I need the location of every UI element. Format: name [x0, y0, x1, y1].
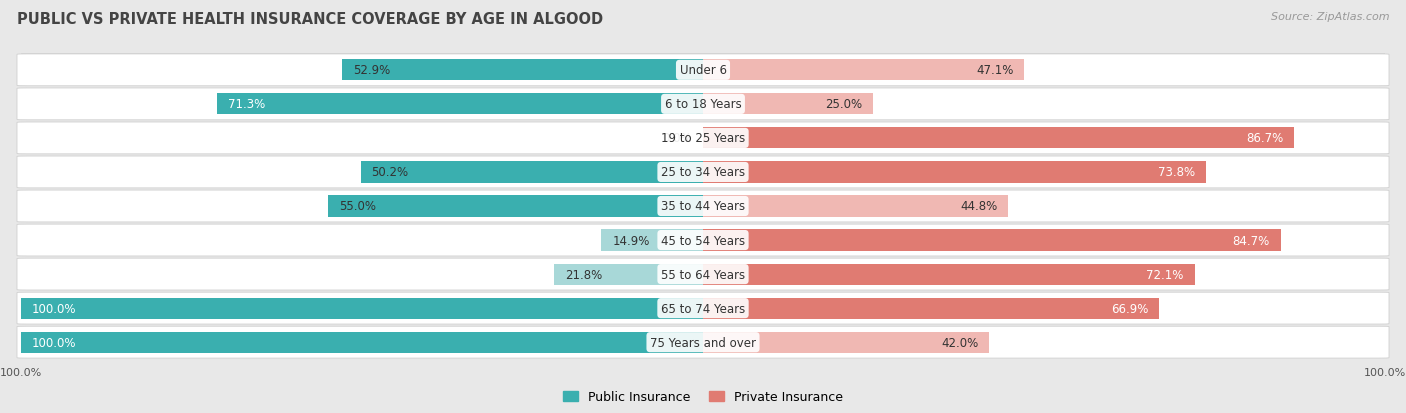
- Bar: [21, 298, 703, 319]
- Bar: [703, 196, 1008, 217]
- FancyBboxPatch shape: [17, 191, 1389, 222]
- Bar: [703, 162, 1206, 183]
- Text: 21.8%: 21.8%: [565, 268, 603, 281]
- FancyBboxPatch shape: [17, 326, 1389, 358]
- Text: 86.7%: 86.7%: [1246, 132, 1284, 145]
- Text: Under 6: Under 6: [679, 64, 727, 77]
- Text: PUBLIC VS PRIVATE HEALTH INSURANCE COVERAGE BY AGE IN ALGOOD: PUBLIC VS PRIVATE HEALTH INSURANCE COVER…: [17, 12, 603, 27]
- Text: 14.9%: 14.9%: [612, 234, 650, 247]
- Bar: [703, 94, 873, 115]
- Text: 50.2%: 50.2%: [371, 166, 409, 179]
- Text: 72.1%: 72.1%: [1146, 268, 1184, 281]
- Text: 71.3%: 71.3%: [228, 98, 264, 111]
- Bar: [217, 94, 703, 115]
- Text: 19 to 25 Years: 19 to 25 Years: [661, 132, 745, 145]
- Text: 100.0%: 100.0%: [32, 302, 76, 315]
- Text: 42.0%: 42.0%: [941, 336, 979, 349]
- Text: 75 Years and over: 75 Years and over: [650, 336, 756, 349]
- Bar: [703, 298, 1159, 319]
- Text: 0.0%: 0.0%: [662, 132, 692, 145]
- Text: 65 to 74 Years: 65 to 74 Years: [661, 302, 745, 315]
- Text: 84.7%: 84.7%: [1233, 234, 1270, 247]
- Text: 25 to 34 Years: 25 to 34 Years: [661, 166, 745, 179]
- Text: 55 to 64 Years: 55 to 64 Years: [661, 268, 745, 281]
- Text: 6 to 18 Years: 6 to 18 Years: [665, 98, 741, 111]
- Text: 47.1%: 47.1%: [976, 64, 1014, 77]
- Legend: Public Insurance, Private Insurance: Public Insurance, Private Insurance: [558, 385, 848, 408]
- Text: 45 to 54 Years: 45 to 54 Years: [661, 234, 745, 247]
- FancyBboxPatch shape: [17, 225, 1389, 256]
- Text: 73.8%: 73.8%: [1159, 166, 1195, 179]
- Text: 100.0%: 100.0%: [32, 336, 76, 349]
- Text: 35 to 44 Years: 35 to 44 Years: [661, 200, 745, 213]
- Bar: [703, 264, 1195, 285]
- Bar: [328, 196, 703, 217]
- Bar: [361, 162, 703, 183]
- FancyBboxPatch shape: [17, 259, 1389, 290]
- FancyBboxPatch shape: [17, 55, 1389, 87]
- FancyBboxPatch shape: [17, 157, 1389, 188]
- Text: Source: ZipAtlas.com: Source: ZipAtlas.com: [1271, 12, 1389, 22]
- FancyBboxPatch shape: [17, 123, 1389, 154]
- Text: 52.9%: 52.9%: [353, 64, 391, 77]
- Text: 25.0%: 25.0%: [825, 98, 862, 111]
- Bar: [703, 128, 1294, 149]
- Bar: [21, 332, 703, 353]
- Bar: [703, 60, 1024, 81]
- Text: 66.9%: 66.9%: [1111, 302, 1149, 315]
- Bar: [703, 230, 1281, 251]
- Bar: [703, 332, 990, 353]
- FancyBboxPatch shape: [17, 89, 1389, 121]
- Text: 44.8%: 44.8%: [960, 200, 998, 213]
- Bar: [602, 230, 703, 251]
- Text: 55.0%: 55.0%: [339, 200, 375, 213]
- Bar: [554, 264, 703, 285]
- Bar: [342, 60, 703, 81]
- FancyBboxPatch shape: [17, 292, 1389, 324]
